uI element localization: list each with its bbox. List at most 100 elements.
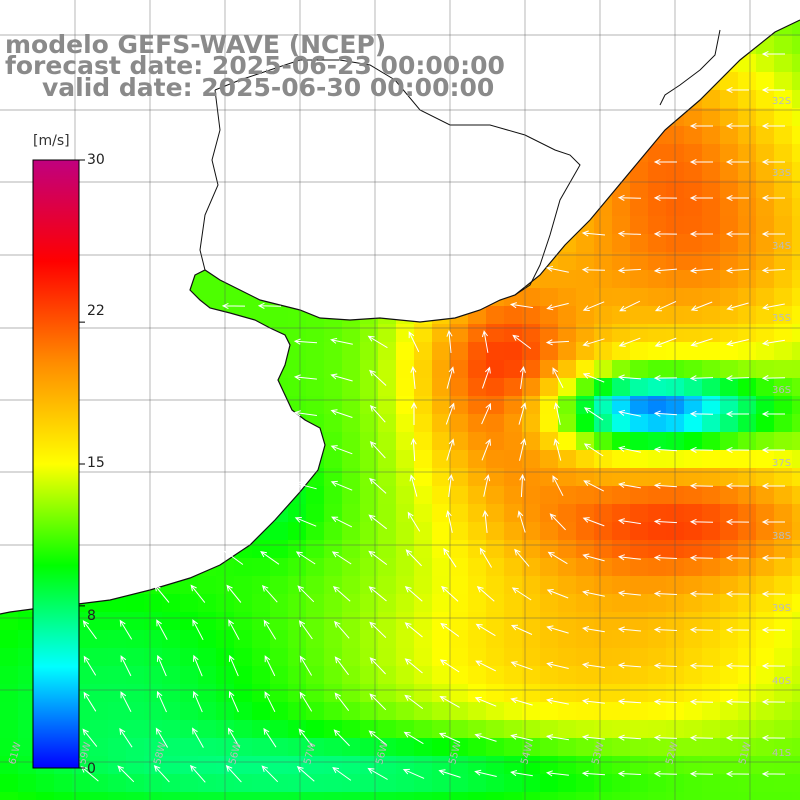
wind-cell [558,468,577,487]
wind-arrow [553,402,561,425]
wind-cell [468,738,487,757]
wind-cell [450,792,469,800]
wind-arrow [445,510,453,533]
wind-cell [684,738,703,757]
wind-cell [414,612,433,631]
wind-cell [576,468,595,487]
wind-arrow [653,482,678,489]
wind-cell [306,396,325,415]
wind-cell [594,216,613,235]
wind-cell [774,108,793,127]
wind-cell [342,342,361,361]
wind-cell [450,702,469,721]
wind-cell [252,594,271,613]
wind-cell [576,648,595,667]
wind-cell [684,486,703,505]
wind-cell [792,576,800,595]
wind-arrow [334,620,350,639]
wind-cell [162,720,181,739]
wind-arrow [154,584,170,603]
wind-arrow [332,766,352,781]
wind-cell [630,198,649,217]
wind-cell [774,36,793,55]
wind-cell [324,792,343,800]
wind-cell [756,702,775,721]
wind-cell [594,234,613,253]
wind-arrow [446,366,455,389]
wind-cell [792,720,800,739]
wind-cell [522,450,541,469]
wind-arrow [260,551,280,565]
wind-arrow [619,300,641,312]
wind-cell [144,684,163,703]
wind-cell [594,396,613,415]
wind-cell [576,774,595,793]
wind-cell [270,738,289,757]
wind-cell [738,486,757,505]
wind-cell [648,540,667,559]
wind-cell [702,90,721,109]
wind-arrow [369,369,387,386]
wind-cell [324,324,343,343]
wind-cell [648,504,667,523]
wind-arrow [481,438,491,461]
wind-cell [792,666,800,685]
wind-cell [684,396,703,415]
wind-cell [612,612,631,631]
wind-cell [540,414,559,433]
wind-cell [108,648,127,667]
wind-cell [558,450,577,469]
wind-cell [702,180,721,199]
wind-cell [288,522,307,541]
wind-cell [432,450,451,469]
wind-cell [576,504,595,523]
wind-arrow [761,446,785,454]
wind-arrow [330,480,353,491]
wind-cell [612,630,631,649]
wind-cell [468,468,487,487]
wind-cell [342,378,361,397]
wind-cell [396,396,415,415]
wind-cell [378,612,397,631]
wind-cell [792,108,800,127]
wind-cell [342,612,361,631]
wind-cell [234,630,253,649]
wind-arrow [726,302,749,311]
wind-cell [486,738,505,757]
wind-cell [738,162,757,181]
wind-cell [684,594,703,613]
wind-cell [612,648,631,667]
wind-cell [540,576,559,595]
wind-cell [756,108,775,127]
wind-arrow [762,303,785,311]
wind-cell [270,522,289,541]
wind-cell [306,378,325,397]
wind-arrow [725,410,749,418]
wind-cell [90,774,109,793]
wind-cell [792,90,800,109]
wind-cell [360,342,379,361]
wind-cell [144,738,163,757]
wind-cell [162,792,181,800]
wind-cell [108,720,127,739]
wind-arrow [481,330,489,353]
wind-arrow [725,590,750,597]
wind-cell [162,648,181,667]
wind-arrow [761,267,786,274]
wind-cell [0,666,19,685]
wind-arrow [582,517,605,527]
wind-cell [18,630,37,649]
wind-cell [378,522,397,541]
wind-cell [792,396,800,415]
wind-cell [738,612,757,631]
wind-cell [540,684,559,703]
wind-cell [198,684,217,703]
wind-arrow [761,86,785,94]
wind-cell [738,540,757,559]
wind-cell [702,666,721,685]
wind-cell [180,576,199,595]
wind-cell [612,720,631,739]
wind-cell [594,720,613,739]
wind-cell [342,486,361,505]
wind-arrow [519,438,527,461]
